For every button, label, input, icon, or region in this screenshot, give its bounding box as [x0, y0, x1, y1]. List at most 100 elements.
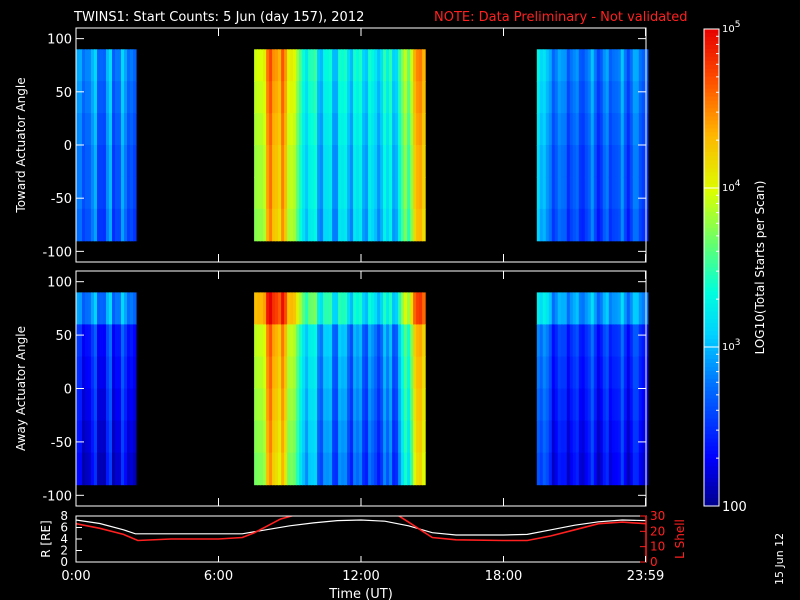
away-heatmap-cell	[311, 324, 315, 357]
colorbar-segment	[704, 56, 719, 62]
colorbar-gradient	[704, 29, 719, 507]
toward-heatmap-cell	[302, 49, 306, 82]
away-heatmap-cell	[404, 356, 408, 390]
toward-heatmap-cell	[413, 208, 417, 242]
away-heatmap-cell	[323, 388, 327, 422]
away-heatmap-cell	[626, 324, 631, 357]
away-heatmap-cell	[386, 324, 390, 357]
away-heatmap-cell	[575, 356, 580, 390]
toward-heatmap-cell	[326, 49, 330, 82]
toward-heatmap-cell	[407, 145, 411, 178]
away-heatmap-cell	[641, 292, 646, 325]
toward-heatmap-cell	[569, 176, 574, 210]
away-heatmap-cell	[326, 388, 330, 422]
colorbar-segment	[704, 168, 719, 173]
toward-heatmap-cell	[356, 49, 360, 82]
toward-heatmap-cell	[593, 113, 598, 146]
away-heatmap-cell	[590, 420, 595, 454]
away-heatmap-cell	[575, 292, 580, 325]
toward-heatmap-cell	[416, 113, 420, 146]
away-heatmap-cell	[335, 452, 339, 486]
away-heatmap-cell	[623, 420, 628, 454]
away-heatmap-cell	[596, 324, 601, 357]
toward-heatmap-cell	[419, 208, 423, 242]
away-heatmap-cell	[344, 420, 348, 454]
away-heatmap-cell	[410, 420, 414, 454]
toward-heatmap-cell	[551, 49, 556, 82]
away-heatmap-cell	[109, 452, 113, 486]
away-heatmap-cell	[638, 356, 643, 390]
toward-heatmap-cell	[109, 176, 113, 210]
colorbar-segment	[704, 92, 719, 98]
toward-heatmap-cell	[563, 49, 568, 82]
away-heatmap-cell	[389, 356, 393, 390]
away-heatmap-cell	[115, 420, 119, 454]
toward-heatmap-cell	[329, 81, 333, 114]
toward-heatmap-cell	[395, 145, 399, 178]
away-heatmap-cell	[590, 324, 595, 357]
away-heatmap-cell	[106, 292, 110, 325]
away-heatmap-cell	[332, 356, 336, 390]
away-heatmap-cell	[605, 388, 610, 422]
away-heatmap-cell	[557, 292, 562, 325]
colorbar-segment	[704, 343, 719, 348]
colorbar-segment	[704, 48, 719, 54]
colorbar-segment	[704, 148, 719, 153]
toward-heatmap-cell	[620, 208, 625, 242]
toward-heatmap-cell	[548, 208, 553, 242]
colorbar-segment	[704, 354, 719, 360]
toward-heatmap-cell	[94, 208, 98, 242]
orbit-ytick-left-label: 6	[60, 521, 68, 535]
toward-heatmap-cell	[389, 208, 393, 242]
away-heatmap-cell	[308, 356, 312, 390]
toward-heatmap-cell	[308, 208, 312, 242]
toward-heatmap-cell	[542, 208, 547, 242]
toward-heatmap-cell	[260, 81, 264, 114]
away-heatmap-cell	[260, 292, 264, 325]
away-heatmap-cell	[296, 292, 300, 325]
colorbar-segment	[704, 287, 719, 292]
away-heatmap-cell	[395, 452, 399, 486]
away-heatmap-cell	[380, 324, 384, 357]
away-heatmap-cell	[614, 420, 619, 454]
away-heatmap-cell	[368, 356, 372, 390]
toward-heatmap-cell	[560, 176, 565, 210]
toward-heatmap-cell	[422, 81, 426, 114]
away-heatmap-cell	[100, 420, 104, 454]
toward-heatmap-cell	[287, 49, 291, 82]
away-heatmap-cell	[254, 356, 258, 390]
away-heatmap-cell	[293, 324, 297, 357]
toward-heatmap-cell	[383, 81, 387, 114]
away-heatmap-cell	[548, 356, 553, 390]
away-heatmap-cell	[575, 324, 580, 357]
toward-heatmap-cell	[296, 81, 300, 114]
toward-heatmap-cell	[329, 113, 333, 146]
away-heatmap-cell	[422, 324, 426, 357]
away-heatmap-cell	[359, 452, 363, 486]
toward-heatmap-cell	[380, 81, 384, 114]
away-heatmap-cell	[419, 292, 423, 325]
away-heatmap-cell	[383, 420, 387, 454]
toward-heatmap-cell	[557, 81, 562, 114]
toward-heatmap-cell	[302, 113, 306, 146]
toward-heatmap-cell	[278, 49, 282, 82]
away-heatmap-cell	[536, 324, 541, 357]
away-heatmap-cell	[605, 452, 610, 486]
away-heatmap-cell	[368, 292, 372, 325]
toward-heatmap-cell	[374, 49, 378, 82]
toward-heatmap-cell	[566, 113, 571, 146]
away-heatmap-cell	[338, 388, 342, 422]
toward-heatmap-cell	[347, 145, 351, 178]
away-heatmap-cell	[410, 292, 414, 325]
colorbar-segment	[704, 120, 719, 125]
away-heatmap-cell	[578, 420, 583, 454]
away-heatmap-cell	[644, 388, 649, 422]
away-heatmap-cell	[103, 292, 107, 325]
toward-heatmap-cell	[362, 176, 366, 210]
away-heatmap-cell	[392, 356, 396, 390]
toward-heatmap-cell	[97, 145, 101, 178]
toward-heatmap-cell	[88, 176, 92, 210]
away-heatmap-cell	[302, 452, 306, 486]
toward-heatmap-cell	[293, 81, 297, 114]
